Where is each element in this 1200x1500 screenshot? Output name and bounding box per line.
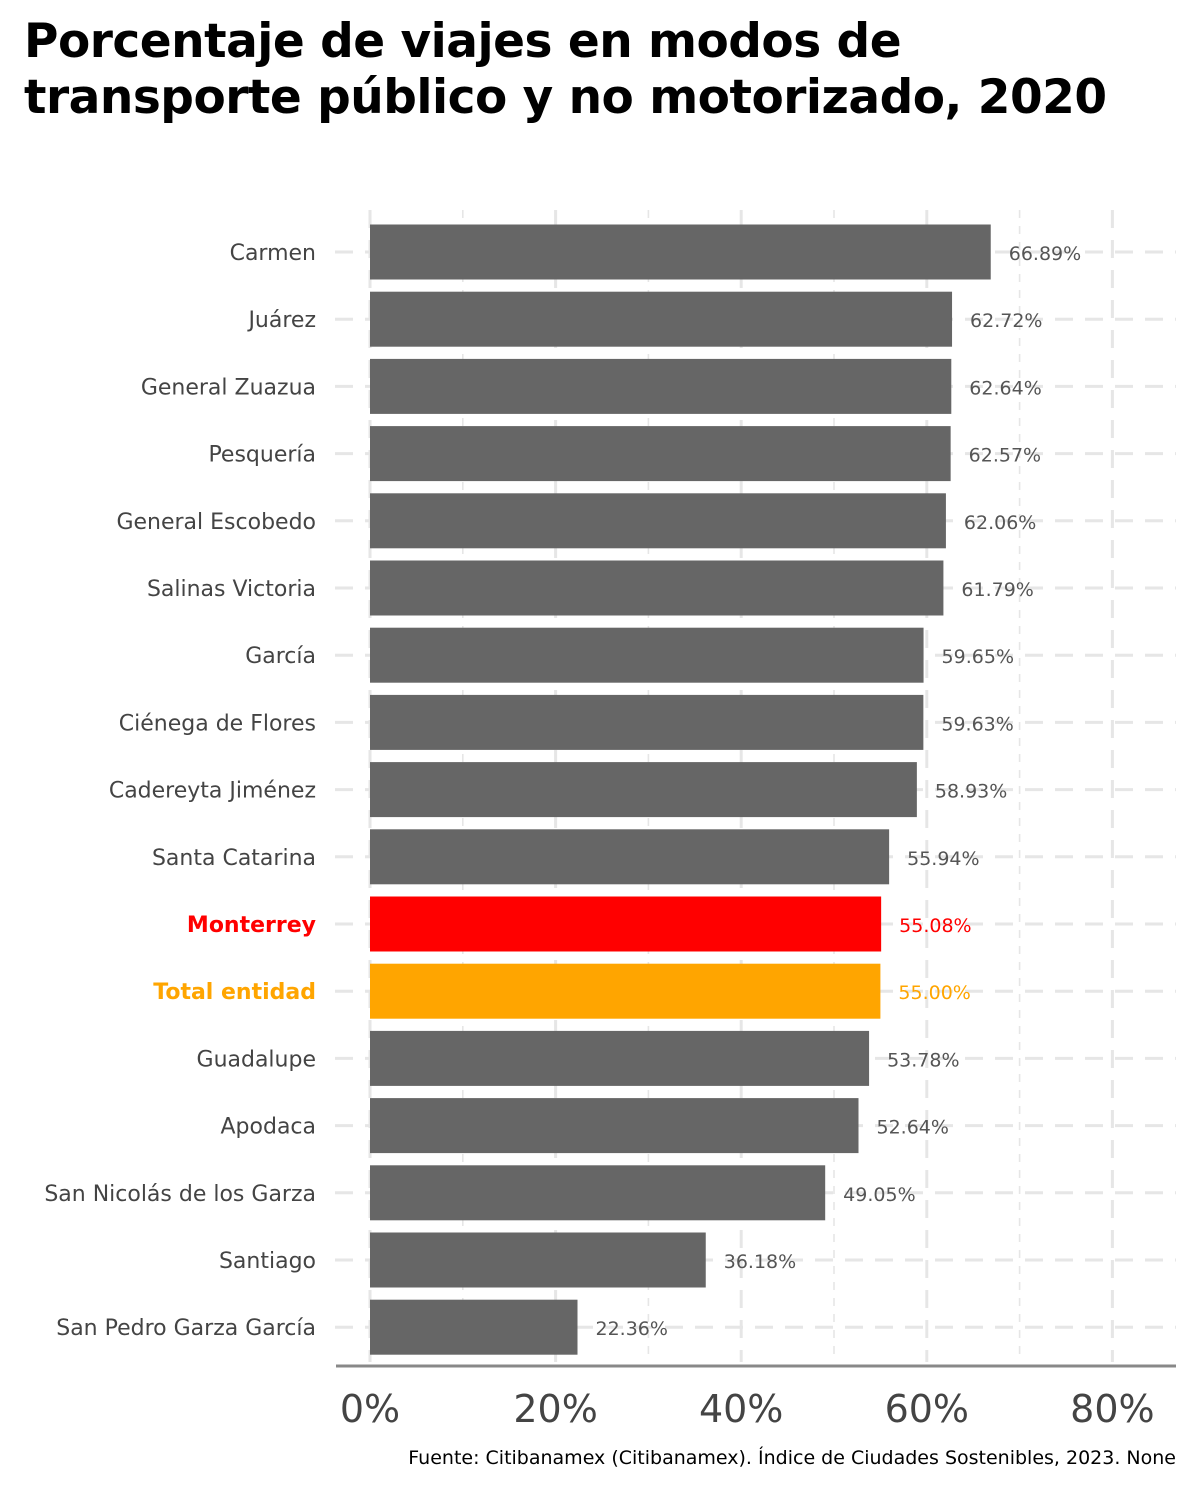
bar — [370, 1030, 870, 1086]
category-label: Monterrey — [187, 913, 316, 938]
value-label: 62.57% — [969, 445, 1041, 467]
value-labels: 66.89% 62.72% 62.64% 62.57% 62.06% 61.79% 59.6… — [596, 243, 1082, 1340]
source-caption: Fuente: Citibanamex (Citibanamex). Índic… — [408, 1447, 1176, 1469]
value-label: 59.63% — [941, 713, 1013, 735]
category-label: San Pedro Garza García — [56, 1316, 316, 1341]
bar — [370, 224, 991, 280]
value-label: 55.94% — [907, 848, 979, 870]
bar — [370, 426, 951, 482]
bar — [370, 358, 952, 414]
value-label: 49.05% — [843, 1184, 915, 1206]
bar — [370, 1232, 706, 1288]
category-label: Apodaca — [221, 1115, 317, 1140]
value-label: 62.72% — [970, 310, 1042, 332]
bar — [370, 963, 881, 1019]
value-label: 55.08% — [899, 915, 971, 937]
category-label: Carmen — [230, 241, 316, 266]
category-label: Guadalupe — [197, 1047, 316, 1072]
x-tick-label: 20% — [513, 1387, 597, 1431]
category-label: Juárez — [246, 308, 316, 333]
category-label: Pesquería — [208, 443, 316, 468]
category-label: Santa Catarina — [152, 846, 316, 871]
bar — [370, 627, 924, 683]
value-label: 58.93% — [935, 781, 1007, 803]
value-label: 62.64% — [969, 377, 1041, 399]
value-label: 53.78% — [887, 1049, 959, 1071]
x-axis: 0% 20% 40% 60% 80% — [336, 1364, 1176, 1431]
category-label: San Nicolás de los Garza — [44, 1182, 316, 1207]
bar — [370, 829, 890, 885]
x-tick-label: 60% — [885, 1387, 969, 1431]
category-label: Total entidad — [153, 980, 316, 1005]
category-label: Ciénega de Flores — [119, 711, 316, 736]
bars — [370, 224, 991, 1355]
chart-title: Porcentaje de viajes en modos de transpo… — [24, 14, 1107, 125]
category-label: Salinas Victoria — [147, 577, 316, 602]
category-label: General Escobedo — [116, 510, 316, 535]
bar — [370, 493, 946, 549]
value-label: 66.89% — [1009, 243, 1081, 265]
bar — [370, 896, 882, 952]
bar — [370, 1098, 859, 1154]
category-label: Cadereyta Jiménez — [109, 779, 316, 804]
category-label: García — [245, 644, 316, 669]
x-tick-label: 40% — [699, 1387, 783, 1431]
bar — [370, 694, 924, 750]
value-label: 22.36% — [596, 1318, 668, 1340]
value-label: 55.00% — [898, 982, 970, 1004]
value-label: 62.06% — [964, 512, 1036, 534]
value-label: 59.65% — [942, 646, 1014, 668]
category-labels: Carmen Juárez General Zuazua Pesquería Gener… — [44, 241, 316, 1341]
value-label: 52.64% — [876, 1117, 948, 1139]
category-label: General Zuazua — [141, 375, 316, 400]
bar — [370, 762, 917, 818]
x-tick-label: 0% — [340, 1387, 400, 1431]
bar — [370, 1165, 826, 1221]
bar — [370, 291, 953, 347]
x-tick-label: 80% — [1070, 1387, 1154, 1431]
value-label: 36.18% — [724, 1251, 796, 1273]
value-label: 61.79% — [961, 579, 1033, 601]
bar — [370, 1299, 578, 1355]
category-label: Santiago — [219, 1249, 316, 1274]
bar — [370, 560, 944, 616]
